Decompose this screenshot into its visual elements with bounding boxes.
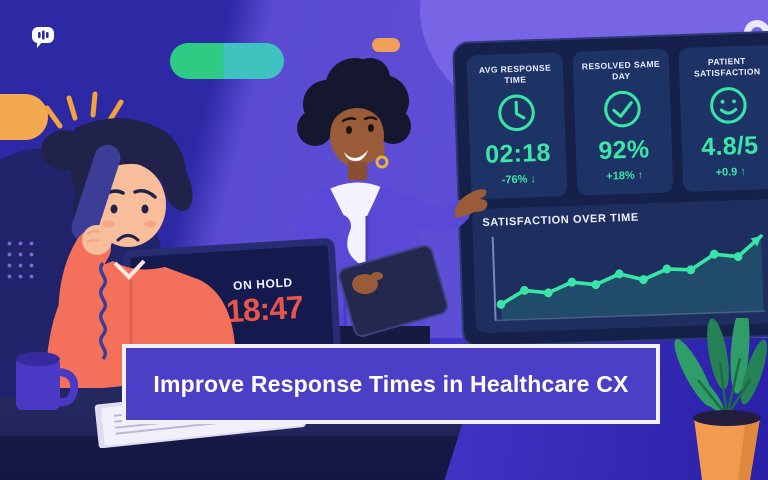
x-axis [495, 310, 766, 322]
banner-title: Improve Response Times in Healthcare CX [153, 370, 629, 397]
kpi-card-resolved-same-day: RESOLVED SAME DAY 92% +18% ↑ [572, 48, 674, 196]
check-circle-icon [604, 90, 641, 128]
kpi-label: PATIENT SATISFACTION [693, 55, 761, 79]
earring [375, 155, 389, 169]
teal-pill-shape [170, 43, 284, 79]
chart-point [709, 249, 719, 259]
title-banner: Improve Response Times in Healthcare CX [122, 344, 660, 424]
tablet [338, 244, 449, 337]
chart-point [543, 288, 553, 298]
chart-point [567, 277, 577, 287]
y-axis [491, 236, 497, 321]
chart-point [614, 269, 624, 279]
chart-point [520, 285, 529, 295]
kpi-card-avg-response-time: AVG RESPONSE TIME 02:18 -76% ↓ [466, 52, 568, 200]
phone-call-icon [160, 278, 216, 334]
kpi-delta: +0.9 ↑ [715, 165, 747, 179]
chart-point [639, 275, 648, 285]
hold-timer: 18:47 [224, 288, 304, 330]
kpi-value: 92% [597, 135, 650, 166]
presenter-hair [297, 58, 411, 146]
kpi-delta: +18% ↑ [606, 169, 644, 183]
stress-lines [44, 91, 124, 129]
chat-bubble-icon [32, 27, 54, 48]
kpi-card-row: AVG RESPONSE TIME 02:18 -76% ↓ RESOLVED … [466, 44, 768, 200]
dot-grid-pattern [4, 238, 40, 284]
orange-half-pill-shape [0, 94, 48, 140]
smiley-face-icon [710, 87, 747, 124]
presenter-face [330, 105, 384, 167]
kpi-card-patient-satisfaction: PATIENT SATISFACTION 4.8/5 +0.9 ↑ [678, 44, 768, 193]
metrics-dashboard-panel: AVG RESPONSE TIME 02:18 -76% ↓ RESOLVED … [452, 30, 768, 348]
trend-arrowhead [750, 236, 762, 247]
satisfaction-line-chart [491, 234, 766, 322]
kpi-value: 4.8/5 [700, 131, 759, 162]
kpi-delta: -76% ↓ [501, 173, 537, 187]
chart-point [496, 299, 506, 309]
orange-pill-shape [372, 38, 400, 52]
raised-arm [395, 194, 470, 232]
kpi-label: AVG RESPONSE TIME [478, 62, 552, 86]
chart-point [733, 252, 743, 262]
clock-icon [498, 94, 535, 132]
chart-point [591, 280, 601, 290]
smile [344, 150, 368, 161]
kpi-value: 02:18 [484, 138, 552, 169]
chart-point [662, 264, 672, 274]
satisfaction-chart: SATISFACTION OVER TIME [471, 198, 768, 334]
chart-point [686, 265, 696, 275]
kpi-label: RESOLVED SAME DAY [581, 58, 661, 82]
tablet-hand [352, 274, 378, 294]
